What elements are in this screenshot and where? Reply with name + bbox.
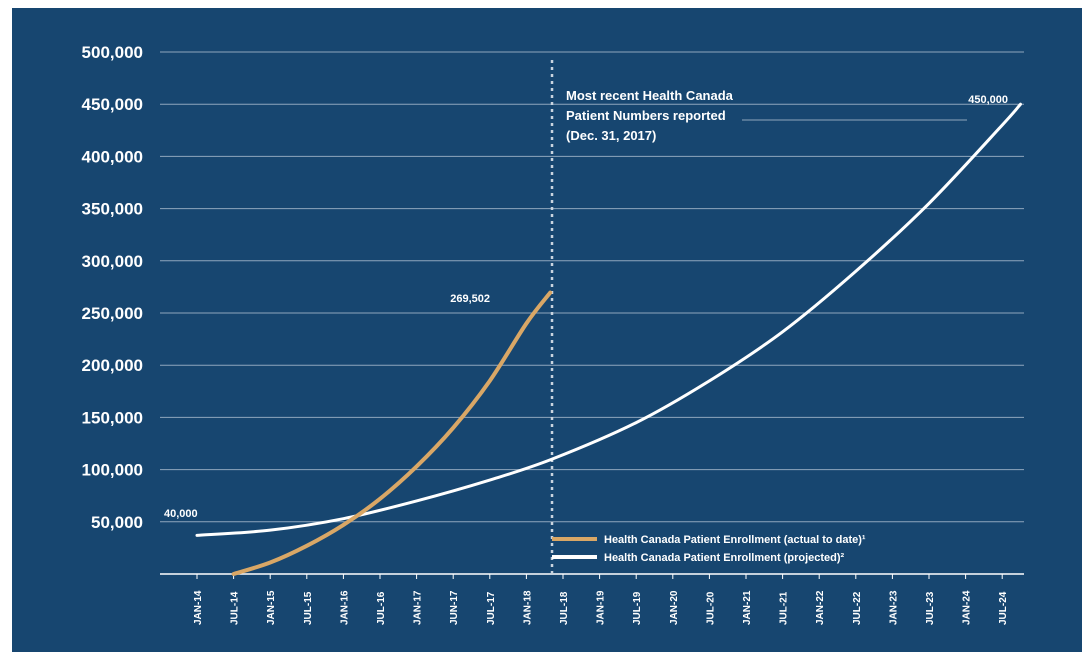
data-label-450000: 450,000 (968, 94, 1008, 106)
x-tick-label: JAN-14 (193, 590, 204, 625)
annotation-line-3: (Dec. 31, 2017) (566, 128, 656, 143)
annotation: Most recent Health Canada Patient Number… (566, 88, 967, 143)
y-tick-label: 350,000 (82, 200, 143, 219)
y-tick-label: 200,000 (82, 356, 143, 375)
y-tick-label: 150,000 (82, 408, 143, 427)
series-line-actual (231, 290, 553, 576)
y-tick-label: 100,000 (82, 461, 143, 480)
x-tick-label: JUL-21 (779, 591, 790, 625)
x-tick-label: JUL-20 (705, 591, 716, 625)
x-tick-label: JUL-18 (559, 591, 570, 625)
x-tick-label: JUL-19 (632, 591, 643, 625)
series-lines (195, 102, 1022, 576)
gridlines (160, 51, 1024, 523)
y-tick-label: 250,000 (82, 304, 143, 323)
x-axis-tick-labels: JAN-14 JUL-14 JAN-15 JUL-15 JAN-16 JUL-16 JAN-… (193, 574, 1009, 625)
y-tick-label: 500,000 (82, 43, 143, 62)
enrollment-line-chart: 500,000 450,000 400,000 350,000 300,000 250,0… (82, 43, 1024, 625)
x-tick-label: JUL-22 (852, 591, 863, 625)
x-tick-label: JAN-20 (669, 590, 680, 625)
x-tick-label: JAN-18 (522, 590, 533, 625)
chart-background: 500,000 450,000 400,000 350,000 300,000 250,0… (12, 8, 1082, 652)
data-label-269502: 269,502 (450, 293, 490, 305)
x-tick-label: JUL-15 (303, 591, 314, 625)
x-tick-label: JAN-23 (888, 590, 899, 625)
x-tick-label: JAN-19 (596, 590, 607, 625)
legend: Health Canada Patient Enrollment (actual… (552, 534, 866, 564)
x-tick-label: JAN-17 (413, 590, 424, 625)
series-line-projected (195, 102, 1022, 537)
y-tick-label: 300,000 (82, 252, 143, 271)
x-tick-label: JUL-16 (376, 591, 387, 625)
x-tick-label: JAN-24 (962, 590, 973, 625)
x-tick-label: JUL-17 (486, 591, 497, 625)
x-tick-label: JAN-16 (339, 590, 350, 625)
x-tick-label: JAN-15 (266, 590, 277, 625)
data-labels: 40,000 269,502 450,000 (164, 94, 1008, 520)
x-tick-label: JAN-22 (815, 590, 826, 625)
y-tick-label: 450,000 (82, 95, 143, 114)
x-tick-label: JAN-21 (742, 590, 753, 625)
y-tick-label: 400,000 (82, 147, 143, 166)
y-axis-tick-labels: 500,000 450,000 400,000 350,000 300,000 250,0… (82, 43, 143, 532)
annotation-line-2: Patient Numbers reported (566, 108, 726, 123)
y-tick-label: 50,000 (91, 513, 143, 532)
annotation-line-1: Most recent Health Canada (566, 88, 734, 103)
legend-label-actual: Health Canada Patient Enrollment (actual… (604, 534, 866, 546)
x-tick-label: JUL-24 (998, 591, 1009, 625)
data-label-40000: 40,000 (164, 508, 198, 520)
legend-label-projected: Health Canada Patient Enrollment (projec… (604, 552, 845, 564)
x-tick-label: JUN-17 (449, 590, 460, 625)
x-tick-label: JUL-23 (925, 591, 936, 625)
x-tick-label: JUL-14 (230, 591, 241, 625)
